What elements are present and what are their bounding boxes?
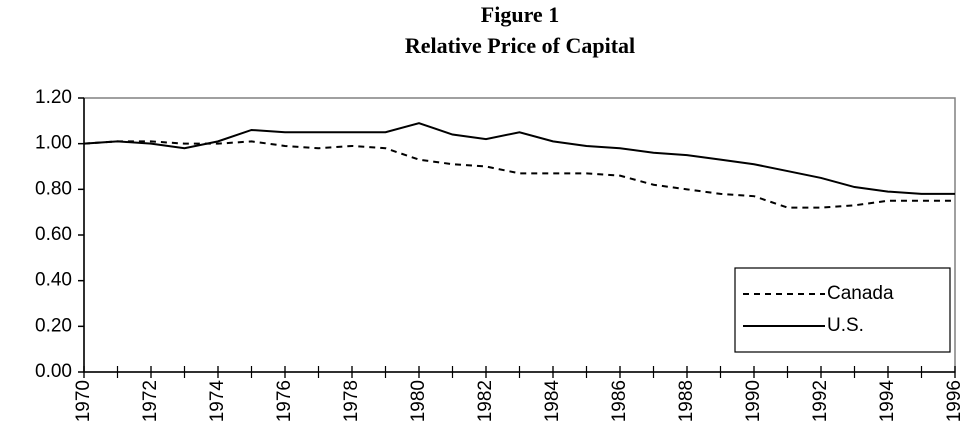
chart-subtitle: Relative Price of Capital	[405, 33, 635, 58]
series-line	[83, 122, 955, 195]
legend-label: U.S.	[827, 315, 864, 336]
y-tick-label: 1.00	[35, 133, 72, 154]
x-tick-label: 1976	[274, 380, 295, 422]
legend-label: Canada	[827, 283, 894, 304]
x-tick-label: 1988	[676, 380, 697, 422]
x-tick-label: 1992	[810, 380, 831, 422]
series-line	[83, 140, 955, 209]
x-tick-label: 1990	[743, 380, 764, 422]
legend-box	[734, 267, 951, 353]
x-tick-label: 1980	[408, 380, 429, 422]
x-tick-label: 1984	[542, 380, 563, 423]
x-tick-label: 1972	[140, 380, 161, 422]
x-tick-label: 1996	[944, 380, 960, 422]
y-tick-label: 0.20	[35, 315, 72, 336]
y-tick-label: 0.80	[35, 178, 72, 199]
x-tick-label: 1982	[475, 380, 496, 422]
x-tick-label: 1978	[341, 380, 362, 422]
x-tick-label: 1974	[207, 380, 228, 423]
y-tick-label: 0.00	[35, 361, 72, 382]
y-tick-label: 0.40	[35, 270, 72, 291]
chart-title: Figure 1	[481, 2, 559, 27]
x-tick-label: 1986	[609, 380, 630, 422]
x-tick-label: 1970	[73, 380, 94, 422]
x-tick-label: 1994	[877, 380, 898, 423]
y-tick-label: 0.60	[35, 224, 72, 245]
y-tick-label: 1.20	[35, 87, 72, 108]
